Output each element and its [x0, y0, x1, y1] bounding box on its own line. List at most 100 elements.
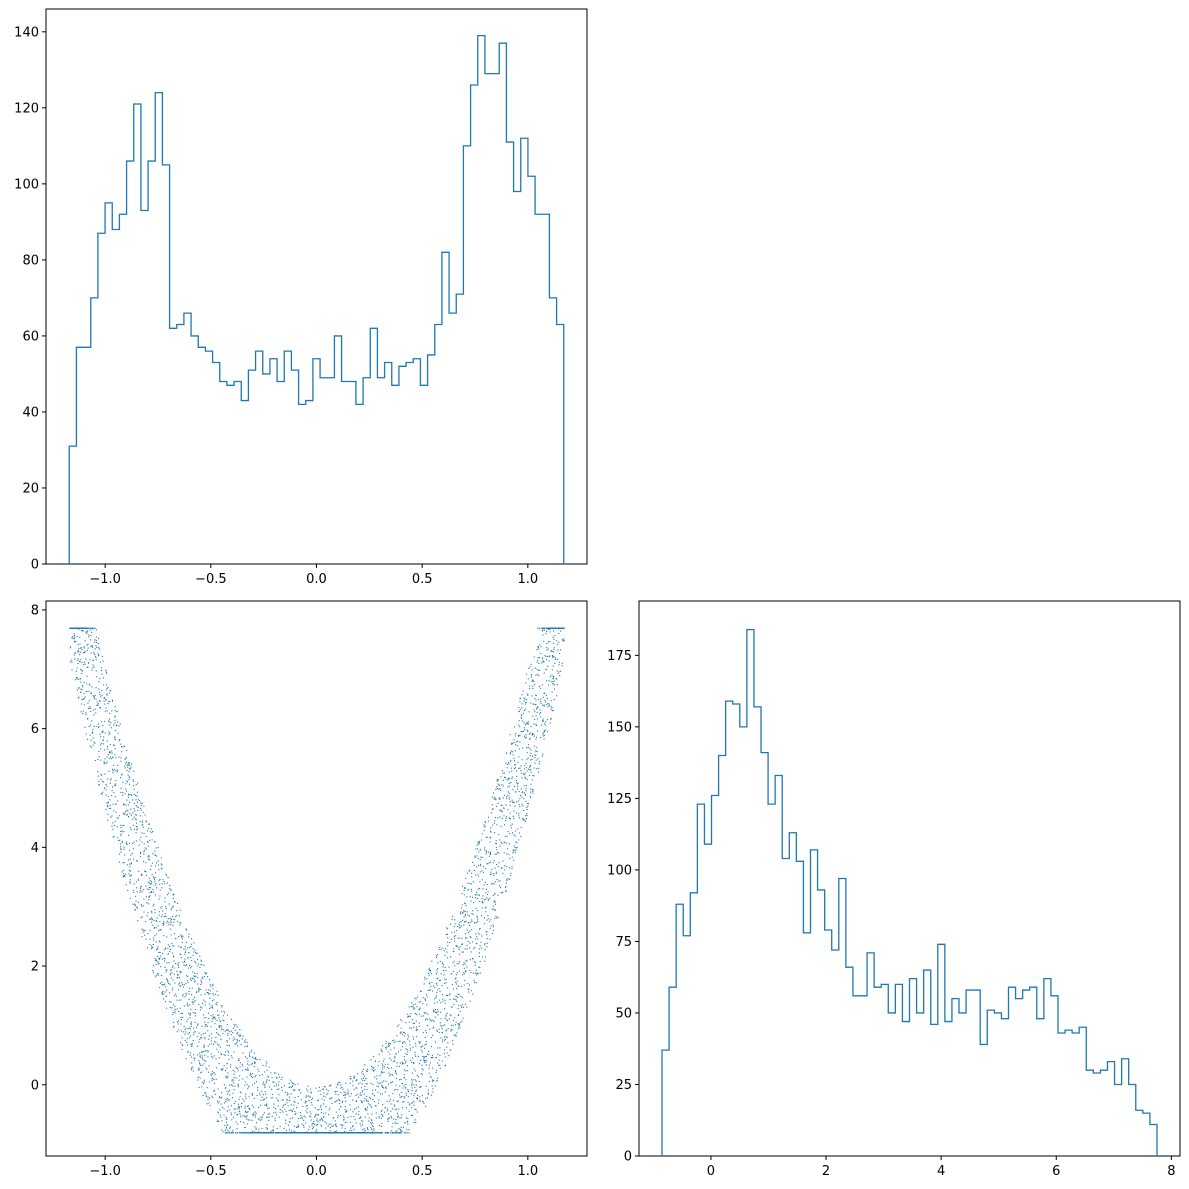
- scatter-point: [366, 1128, 369, 1130]
- scatter-point: [509, 734, 511, 736]
- scatter-point: [530, 769, 532, 771]
- scatter-point: [307, 1085, 309, 1087]
- scatter-point: [445, 933, 447, 936]
- scatter-point: [151, 890, 153, 893]
- scatter-point: [446, 1046, 448, 1048]
- scatter-point: [124, 854, 126, 856]
- scatter-point: [509, 801, 512, 803]
- scatter-point: [200, 1057, 202, 1059]
- scatter-point: [423, 1061, 425, 1063]
- scatter-point: [534, 697, 536, 700]
- scatter-point: [91, 732, 94, 734]
- scatter-point: [530, 749, 532, 751]
- scatter-point: [71, 669, 73, 671]
- scatter-point: [174, 1005, 176, 1007]
- scatter-point: [304, 1132, 306, 1134]
- scatter-point: [88, 684, 90, 686]
- scatter-point: [440, 973, 442, 975]
- scatter-point: [519, 795, 522, 797]
- scatter-point: [212, 983, 214, 985]
- scatter-point: [483, 917, 485, 919]
- scatter-point: [444, 954, 446, 956]
- scatter-point: [99, 648, 101, 650]
- scatter-point: [413, 1062, 415, 1064]
- scatter-point: [353, 1075, 355, 1077]
- scatter-point: [529, 747, 531, 749]
- scatter-point: [347, 1093, 349, 1095]
- scatter-point: [494, 867, 496, 869]
- scatter-point: [460, 907, 463, 909]
- scatter-point: [95, 629, 97, 631]
- scatter-point: [156, 917, 158, 919]
- scatter-point: [187, 1051, 189, 1053]
- scatter-point: [312, 1132, 314, 1134]
- scatter-point: [100, 778, 102, 780]
- scatter-point: [237, 1083, 239, 1085]
- scatter-point: [336, 1099, 338, 1102]
- scatter-point: [552, 656, 554, 658]
- scatter-point: [338, 1098, 340, 1100]
- scatter-point: [515, 791, 517, 793]
- scatter-point: [351, 1129, 353, 1131]
- scatter-point: [171, 969, 173, 971]
- scatter-point: [141, 928, 143, 930]
- scatter-point: [526, 778, 528, 781]
- scatter-point: [83, 681, 85, 683]
- scatter-point: [99, 707, 101, 709]
- scatter-point: [109, 690, 112, 692]
- scatter-point: [147, 933, 149, 935]
- scatter-point: [235, 1121, 237, 1123]
- scatter-point: [175, 993, 177, 995]
- scatter-point: [254, 1114, 256, 1116]
- scatter-point: [161, 914, 163, 916]
- scatter-point: [491, 908, 493, 910]
- scatter-point: [352, 1099, 354, 1101]
- scatter-point: [193, 1059, 195, 1061]
- scatter-point: [446, 1012, 448, 1014]
- scatter-point: [374, 1069, 376, 1071]
- scatter-point: [219, 1096, 221, 1099]
- scatter-point: [217, 1119, 219, 1121]
- scatter-point: [281, 1110, 283, 1112]
- scatter-point: [398, 1024, 400, 1026]
- scatter-point: [192, 1066, 194, 1068]
- scatter-point: [533, 680, 535, 682]
- scatter-point: [247, 1067, 249, 1069]
- scatter-point: [306, 1104, 308, 1107]
- scatter-point: [102, 730, 104, 732]
- scatter-point: [526, 721, 528, 723]
- scatter-point: [351, 1125, 353, 1128]
- scatter-point: [246, 1063, 249, 1065]
- scatter-point: [81, 670, 83, 672]
- scatter-point: [204, 972, 206, 974]
- scatter-point: [556, 627, 558, 629]
- scatter-point: [400, 1129, 402, 1131]
- scatter-point: [128, 793, 130, 795]
- scatter-point: [438, 987, 440, 989]
- scatter-point: [82, 710, 84, 712]
- scatter-point: [515, 830, 517, 832]
- scatter-point: [501, 867, 503, 869]
- scatter-point: [464, 903, 466, 905]
- scatter-point: [546, 649, 548, 651]
- scatter-point: [439, 1047, 441, 1049]
- scatter-point: [545, 659, 548, 661]
- scatter-point: [376, 1085, 378, 1087]
- scatter-point: [237, 1067, 239, 1069]
- scatter-point: [137, 798, 139, 800]
- scatter-point: [114, 736, 116, 738]
- scatter-point: [148, 896, 150, 898]
- scatter-point: [533, 723, 535, 725]
- scatter-point: [167, 953, 169, 955]
- scatter-point: [248, 1096, 250, 1098]
- scatter-point: [469, 922, 472, 924]
- scatter-point: [128, 779, 130, 781]
- scatter-point: [364, 1116, 366, 1118]
- scatter-point: [472, 913, 474, 915]
- scatter-point: [502, 860, 504, 862]
- scatter-point: [245, 1132, 247, 1134]
- scatter-point: [538, 713, 541, 715]
- scatter-point: [506, 835, 508, 837]
- scatter-point: [234, 1071, 236, 1073]
- scatter-point: [284, 1119, 287, 1121]
